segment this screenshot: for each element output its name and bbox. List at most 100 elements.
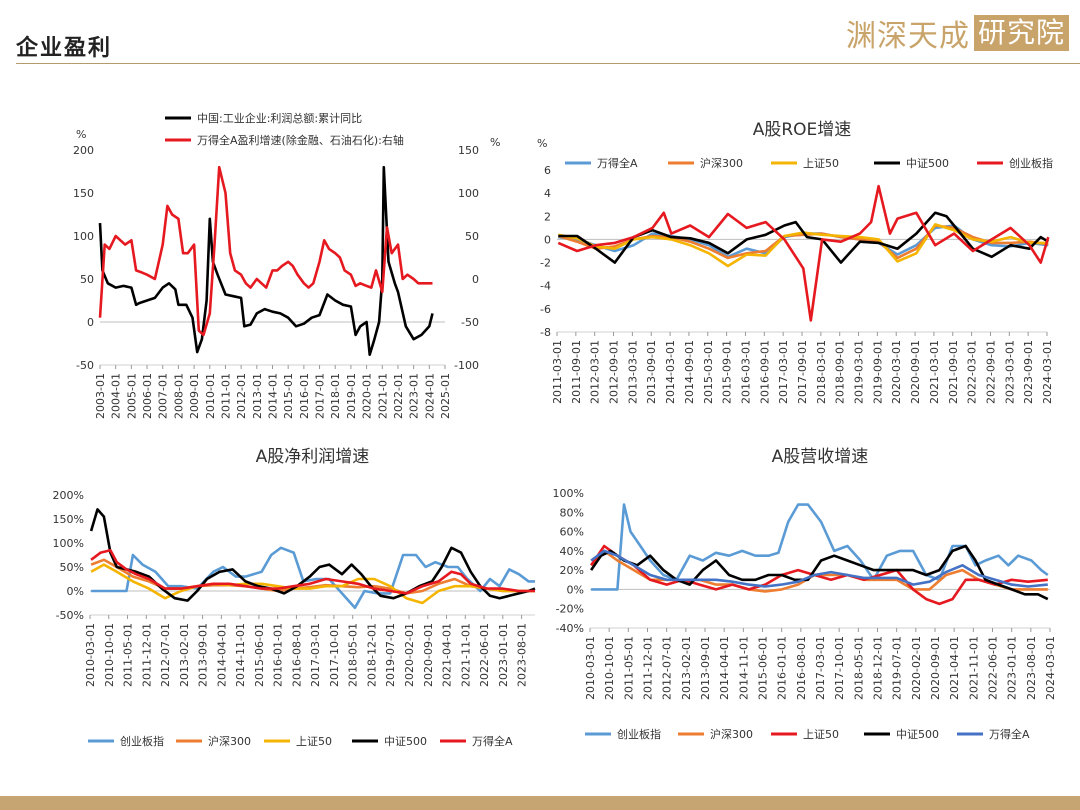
y-tick-label: 150	[73, 187, 94, 200]
legend-label: 万得全A	[597, 156, 638, 170]
legend-label: 创业板指	[120, 734, 164, 748]
y-tick-label-right: 0	[472, 273, 479, 286]
chart-industrial-profit: %% -50 0 50 100 150 200 -100 -50 0 50 100 150 2003-01…	[73, 111, 500, 419]
x-tick-label: 2008-01	[172, 373, 185, 419]
x-tick-label: 2013-02-01	[178, 623, 191, 687]
x-tick-label: 2004-01	[110, 373, 123, 419]
x-tick-label: 2018-12-01	[871, 636, 884, 700]
x-tick-label: 2012-03-01	[589, 340, 602, 404]
x-tick-label: 2014-04-01	[215, 623, 228, 687]
y-tick-label: 200	[73, 144, 94, 157]
series-line	[90, 563, 535, 605]
x-tick-label: 2013-09-01	[645, 340, 658, 404]
x-tick-label: 2010-10-01	[603, 636, 616, 700]
x-tick-label: 2020-09-01	[909, 340, 922, 404]
series-line	[90, 548, 535, 595]
x-tick-label: 2013-02-01	[680, 636, 693, 700]
x-tick-label: 2012-07-01	[661, 636, 674, 700]
x-tick-label: 2013-01	[251, 373, 264, 419]
x-tick-label: 2014-03-01	[664, 340, 677, 404]
x-tick-label: 2014-11-01	[234, 623, 247, 687]
x-tick-label: 2022-03-01	[966, 340, 979, 404]
x-tick-label: 2023-01-01	[497, 623, 510, 687]
company-logo: 渊深天成 研究院	[846, 14, 1070, 54]
x-tick-label: 2010-01	[204, 373, 217, 419]
x-tick-label: 2017-03-01	[777, 340, 790, 404]
y-tick-label: 40%	[560, 545, 584, 558]
x-tick-label: 2014-09-01	[683, 340, 696, 404]
legend-label: 创业板指	[617, 727, 661, 741]
legend-label: 上证50	[803, 728, 839, 741]
x-tick-label: 2021-04-01	[948, 636, 961, 700]
y-tick-label-right: 150	[458, 144, 479, 157]
x-tick-label: 2015-03-01	[702, 340, 715, 404]
x-tick-label: 2016-01	[298, 373, 311, 419]
y-tick-label-right: -50	[461, 316, 479, 329]
y-tick-label: -40%	[556, 622, 584, 635]
x-tick-label: 2018-03-01	[815, 340, 828, 404]
x-tick-label: 2007-01	[157, 373, 170, 419]
x-tick-label: 2020-09-01	[422, 623, 435, 687]
x-tick-label: 2021-01	[376, 373, 389, 419]
x-tick-label: 2011-01	[219, 373, 232, 419]
x-tick-label: 2012-01	[235, 373, 248, 419]
x-tick-label: 2021-04-01	[441, 623, 454, 687]
x-tick-label: 2011-12-01	[641, 636, 654, 700]
x-tick-label: 2017-03-01	[814, 636, 827, 700]
y-axis-unit-left: %	[76, 128, 86, 141]
y-tick-label-right: 100	[458, 187, 479, 200]
x-tick-label: 2011-03-01	[551, 340, 564, 404]
y-tick-label: 2	[544, 210, 551, 223]
x-tick-label: 2012-09-01	[608, 340, 621, 404]
x-tick-label: 2022-01	[392, 373, 405, 419]
chart-title: A股净利润增速	[256, 447, 370, 467]
x-tick-label: 2025-01	[439, 373, 452, 419]
y-tick-label: -50%	[56, 609, 84, 622]
y-tick-label: 0%	[567, 583, 584, 596]
x-tick-label: 2003-01	[94, 373, 107, 419]
y-tick-label: -2	[540, 257, 551, 270]
x-tick-label: 2016-01-01	[272, 623, 285, 687]
y-tick-label: 4	[544, 187, 551, 200]
y-tick-label-right: 50	[465, 230, 479, 243]
x-tick-label: 2023-09-01	[1022, 340, 1035, 404]
x-tick-label: 2013-03-01	[626, 340, 639, 404]
x-tick-label: 2013-09-01	[699, 636, 712, 700]
legend-label: 中证500	[896, 728, 939, 741]
x-tick-label: 2022-06-01	[478, 623, 491, 687]
series-line	[89, 508, 536, 602]
x-tick-label: 2022-06-01	[986, 636, 999, 700]
x-tick-label: 2010-03-01	[584, 636, 597, 700]
x-tick-label: 2016-08-01	[795, 636, 808, 700]
x-tick-label: 2016-08-01	[290, 623, 303, 687]
legend-label: 万得全A盈利增速(除金融、石油石化):右轴	[197, 133, 404, 147]
x-tick-label: 2011-12-01	[140, 623, 153, 687]
legend-label: 中证500	[384, 735, 427, 748]
y-tick-label: -6	[540, 303, 551, 316]
x-tick-label: 2019-01	[345, 373, 358, 419]
series-line	[590, 544, 1048, 606]
legend-label: 沪深300	[700, 156, 743, 170]
y-tick-label: 150%	[53, 513, 84, 526]
x-tick-label: 2017-09-01	[796, 340, 809, 404]
y-tick-label: 80%	[560, 506, 584, 519]
x-tick-label: 2019-07-01	[384, 623, 397, 687]
x-tick-label: 2006-01	[141, 373, 154, 419]
x-tick-label: 2024-01	[423, 373, 436, 419]
legend-label: 万得全A	[472, 734, 513, 748]
y-tick-label: 50%	[60, 561, 84, 574]
x-tick-label: 2010-10-01	[103, 623, 116, 687]
x-tick-label: 2015-01	[282, 373, 295, 419]
y-tick-label: 0	[87, 316, 94, 329]
x-tick-label: 2017-01	[314, 373, 327, 419]
x-tick-label: 2021-11-01	[459, 623, 472, 687]
x-tick-label: 2016-01-01	[776, 636, 789, 700]
x-tick-label: 2010-03-01	[84, 623, 97, 687]
legend-label: 中证500	[906, 157, 949, 170]
x-tick-label: 2024-03-01	[1044, 636, 1057, 700]
x-tick-label: 2019-07-01	[891, 636, 904, 700]
y-tick-label: 0	[544, 233, 551, 246]
x-tick-label: 2011-09-01	[570, 340, 583, 404]
y-tick-label: 50	[80, 273, 94, 286]
x-tick-label: 2019-09-01	[871, 340, 884, 404]
